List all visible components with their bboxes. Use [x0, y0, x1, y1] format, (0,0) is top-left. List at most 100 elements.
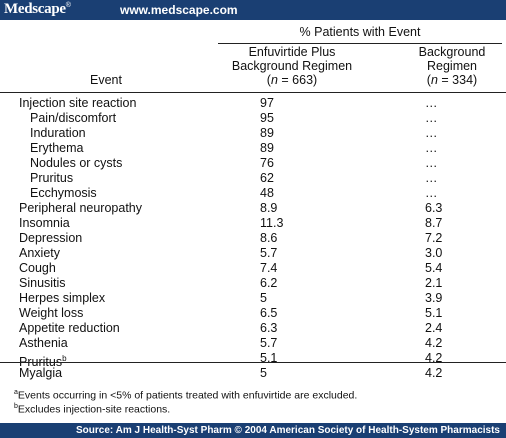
col2-line2: Regimen — [426, 59, 478, 73]
row-value-enfuvirtide: 6.3 — [260, 321, 278, 335]
col2-n-open: ( — [426, 73, 431, 87]
col1-n-value: = 663) — [277, 73, 318, 87]
footnote-mark: b — [62, 354, 67, 363]
row-label: Herpes simplex — [19, 291, 106, 305]
row-value-enfuvirtide: 5.7 — [260, 246, 278, 260]
row-value-enfuvirtide: 89 — [260, 126, 274, 140]
table-row: Induration 89 … — [0, 126, 506, 141]
column-header-background: Background Regimen (n = 334) — [400, 45, 504, 87]
row-label: Appetite reduction — [19, 321, 120, 335]
source-citation: Source: Am J Health-Syst Pharm © 2004 Am… — [75, 425, 500, 436]
table-row: Erythema 89 … — [0, 141, 506, 156]
header-rule — [0, 92, 506, 93]
col2-n-value: = 334) — [437, 73, 478, 87]
col2-n: (n = 334) — [400, 73, 504, 87]
row-value-enfuvirtide: 5 — [260, 366, 267, 380]
row-value-background: … — [425, 111, 438, 125]
group-header: % Patients with Event — [299, 25, 421, 39]
logo-registered-mark: ® — [65, 2, 71, 9]
row-value-background: … — [425, 186, 438, 200]
row-label: Ecchymosis — [30, 186, 97, 200]
row-value-background: 6.3 — [425, 201, 443, 215]
row-value-background: 5.4 — [425, 261, 443, 275]
row-value-enfuvirtide: 11.3 — [260, 216, 284, 230]
row-value-background: 3.0 — [425, 246, 443, 260]
row-value-background: 4.2 — [425, 366, 443, 380]
row-value-enfuvirtide: 5.7 — [260, 336, 278, 350]
row-value-background: 7.2 — [425, 231, 443, 245]
group-header-rule — [218, 43, 502, 44]
row-value-enfuvirtide: 8.6 — [260, 231, 278, 245]
medscape-logo[interactable]: Medscape® — [4, 1, 71, 18]
row-value-enfuvirtide: 89 — [260, 141, 274, 155]
footnote-b-mark: b — [14, 403, 18, 410]
col1-line1: Enfuvirtide Plus — [248, 45, 336, 59]
footnote-a-mark: a — [14, 389, 18, 396]
row-label: Depression — [19, 231, 83, 245]
table-row: Appetite reduction 6.3 2.4 — [0, 321, 506, 336]
header-bar: Medscape® www.medscape.com — [0, 0, 506, 20]
row-label: Peripheral neuropathy — [19, 201, 142, 215]
table-row: Ecchymosis 48 … — [0, 186, 506, 201]
row-value-enfuvirtide: 62 — [260, 171, 274, 185]
row-value-background: 4.2 — [425, 336, 443, 350]
row-value-background: 3.9 — [425, 291, 443, 305]
row-label: Erythema — [30, 141, 84, 155]
column-header-enfuvirtide: Enfuvirtide Plus Background Regimen (n =… — [212, 45, 372, 87]
table-row: Pain/discomfort 95 … — [0, 111, 506, 126]
table-row: Pruritus 62… — [0, 171, 506, 186]
row-label: Weight loss — [19, 306, 84, 320]
table-row: Nodules or cysts 76 … — [0, 156, 506, 171]
table-row: Weight loss 6.5 5.1 — [0, 306, 506, 321]
column-header-event: Event — [90, 73, 122, 87]
row-label: Myalgia — [19, 366, 63, 380]
footnote-b-text: Excludes injection-site reactions. — [17, 403, 171, 416]
row-label: Induration — [30, 126, 86, 140]
row-label: Pruritus — [30, 171, 74, 185]
footnote-b: bExcludes injection-site reactions. — [14, 400, 170, 417]
row-value-background: 2.1 — [425, 276, 443, 290]
row-value-enfuvirtide: 48 — [260, 186, 274, 200]
row-value-background: 4.2 — [425, 351, 443, 365]
table-row: Pruritusb 5.1 4.2 — [0, 351, 506, 369]
row-label: Cough — [19, 261, 56, 275]
row-value-enfuvirtide: 95 — [260, 111, 274, 125]
row-value-enfuvirtide: 97 — [260, 96, 274, 110]
row-label: Anxiety — [19, 246, 60, 260]
footnote-rule — [0, 362, 506, 363]
table-row: Peripheral neuropathy 8.9 6.3 — [0, 201, 506, 216]
table-row: Anxiety 5.7 3.0 — [0, 246, 506, 261]
row-value-enfuvirtide: 5.1 — [260, 351, 278, 365]
table-row: Asthenia 5.7 4.2 — [0, 336, 506, 351]
table-row: Herpes simplex 5 3.9 — [0, 291, 506, 306]
table-body: Injection site reaction 97 … Pain/discomfo… — [0, 96, 506, 381]
row-label: Nodules or cysts — [30, 156, 123, 170]
row-value-background: … — [425, 156, 438, 170]
footnote-a: aEvents occurring in <5% of patients tre… — [14, 386, 357, 403]
row-value-enfuvirtide: 7.4 — [260, 261, 278, 275]
row-value-enfuvirtide: 6.5 — [260, 306, 278, 320]
row-value-background: 2.4 — [425, 321, 443, 335]
col1-n-label: n — [270, 73, 278, 87]
table-row: Insomnia 11.3 8.7 — [0, 216, 506, 231]
row-value-background: … — [425, 141, 438, 155]
logo-text: Medscape — [4, 1, 66, 17]
row-value-background: … — [425, 126, 438, 140]
row-label: Asthenia — [19, 336, 68, 350]
source-bar: Source: Am J Health-Syst Pharm © 2004 Am… — [0, 423, 506, 438]
row-value-enfuvirtide: 76 — [260, 156, 274, 170]
row-value-enfuvirtide: 8.9 — [260, 201, 278, 215]
table-row: Sinusitis 6.2 2.1 — [0, 276, 506, 291]
col1-line2: Background Regimen — [231, 59, 353, 73]
row-label: Injection site reaction — [19, 96, 137, 110]
table-row: Injection site reaction 97… — [0, 96, 506, 111]
row-value-background: 8.7 — [425, 216, 443, 230]
row-label: Pain/discomfort — [30, 111, 117, 125]
table-row: Myalgia 5 4.2 — [0, 366, 506, 381]
col1-n: (n = 663) — [212, 73, 372, 87]
row-label: Sinusitis — [19, 276, 66, 290]
col2-n-label: n — [430, 73, 438, 87]
col2-line1: Background — [418, 45, 486, 59]
site-url-link[interactable]: www.medscape.com — [120, 3, 238, 17]
footnote-a-text: Events occurring in <5% of patients trea… — [17, 389, 358, 402]
